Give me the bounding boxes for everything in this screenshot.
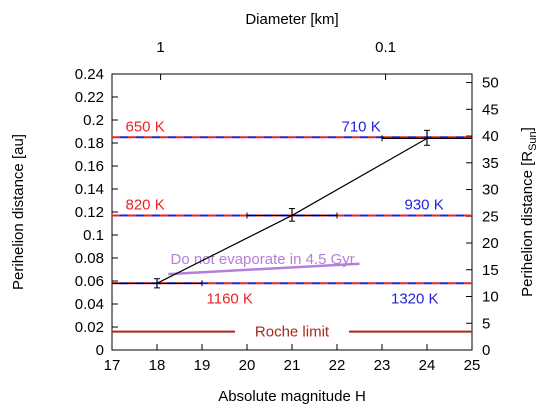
y-tick-label: 0.16 [75, 158, 104, 175]
y-tick-label: 0 [96, 342, 104, 359]
x-tick-label: 22 [329, 357, 346, 374]
x-tick-label: 17 [104, 357, 121, 374]
y-axis-title: Perihelion distance [au] [10, 134, 27, 290]
x-tick-label: 24 [419, 357, 436, 374]
y-tick-label: 0.22 [75, 89, 104, 106]
y-tick-label: 0.06 [75, 273, 104, 290]
right-y-tick-label: 5 [482, 315, 490, 332]
right-y-tick-label: 50 [482, 75, 499, 92]
y-tick-label: 0.12 [75, 204, 104, 221]
right-y-tick-label: 15 [482, 262, 499, 279]
right-y-tick-label: 0 [482, 342, 490, 359]
right-y-tick-label: 35 [482, 155, 499, 172]
temperature-label-left: 650 K [126, 118, 165, 135]
evaporation-line [168, 262, 360, 276]
y-tick-label: 0.24 [75, 66, 104, 83]
right-y-tick-label: 25 [482, 208, 499, 225]
temperature-label-right: 930 K [405, 196, 444, 213]
temperature-label-right: 1320 K [391, 290, 439, 307]
y-tick-label: 0.18 [75, 135, 104, 152]
temperature-label-left: 820 K [126, 196, 165, 213]
y-tick-label: 0.1 [83, 227, 104, 244]
right-y-tick-label: 20 [482, 235, 499, 252]
x-tick-label: 18 [149, 357, 166, 374]
evaporation-label: Do not evaporate in 4.5 Gyr [171, 251, 355, 268]
x-tick-label: 23 [374, 357, 391, 374]
x-tick-label: 19 [194, 357, 211, 374]
top-x-tick-label: 0.1 [375, 39, 396, 56]
x-tick-label: 21 [284, 357, 301, 374]
temperature-label-left: 1160 K [207, 290, 253, 307]
right-y-tick-label: 40 [482, 128, 499, 145]
x-tick-label: 20 [239, 357, 256, 374]
y-tick-label: 0.2 [83, 112, 104, 129]
right-y-tick-label: 30 [482, 182, 499, 199]
x-tick-label: 25 [464, 357, 481, 374]
y-tick-label: 0.02 [75, 319, 104, 336]
right-y-axis-title: Perihelion distance [RSun] [519, 127, 539, 297]
y-tick-label: 0.14 [75, 181, 104, 198]
top-axis-title: Diameter [km] [245, 11, 338, 28]
y-tick-label: 0.08 [75, 250, 104, 267]
y-tick-label: 0.04 [75, 296, 104, 313]
right-y-tick-label: 45 [482, 101, 499, 118]
temperature-label-right: 710 K [342, 118, 381, 135]
x-axis-title: Absolute magnitude H [218, 388, 366, 405]
right-y-tick-label: 10 [482, 289, 499, 306]
roche-limit-label: Roche limit [255, 324, 330, 341]
top-x-tick-label: 1 [156, 39, 164, 56]
